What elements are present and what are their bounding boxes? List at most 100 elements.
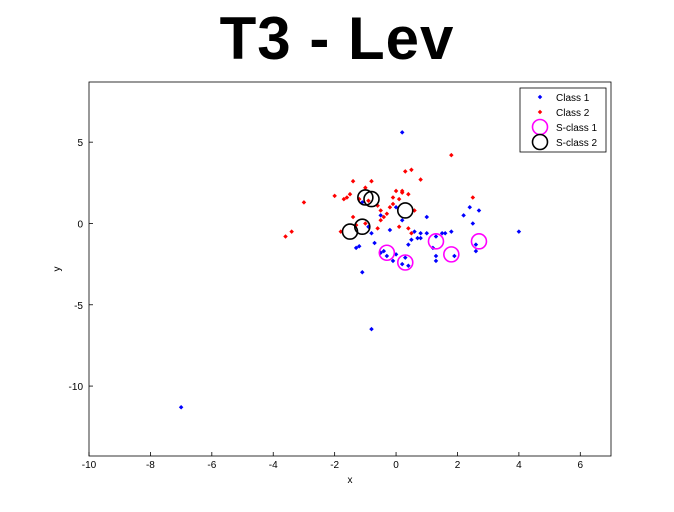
- series-class-1: [178, 130, 522, 410]
- dot-point: [363, 185, 368, 190]
- dot-point: [369, 178, 374, 184]
- dot-point: [424, 214, 430, 220]
- y-tick-label: 5: [77, 138, 83, 149]
- dot-point: [378, 213, 383, 218]
- dot-point: [347, 191, 353, 197]
- dot-point: [363, 221, 368, 226]
- dot-point: [178, 404, 184, 410]
- x-axis-label: x: [348, 475, 353, 486]
- circle-point: [363, 190, 380, 208]
- dot-point: [406, 226, 411, 231]
- legend-label: Class 1: [556, 93, 590, 104]
- dot-point: [409, 167, 414, 173]
- circle-point: [341, 223, 359, 240]
- data-points: [178, 130, 522, 410]
- dot-point: [470, 195, 476, 200]
- dot-point: [516, 229, 522, 234]
- dot-point: [369, 230, 374, 236]
- dot-point: [433, 258, 439, 264]
- circle-point: [470, 233, 488, 250]
- x-tick-label: 2: [455, 460, 461, 471]
- dot-point: [387, 204, 393, 210]
- x-tick-label: -2: [330, 460, 339, 471]
- dot-point: [433, 253, 439, 259]
- series-s-class-2: [341, 189, 414, 240]
- x-tick-label: -6: [207, 460, 216, 471]
- plot-area: [88, 81, 612, 457]
- dot-point: [418, 230, 423, 236]
- legend-marker: [531, 133, 549, 151]
- dot-point: [409, 237, 414, 242]
- y-tick-label: -5: [74, 301, 83, 312]
- x-tick-label: -4: [269, 460, 278, 471]
- circle-point: [427, 233, 445, 250]
- y-tick-label: -10: [69, 382, 84, 393]
- circle-point: [396, 254, 414, 271]
- circle-point: [378, 244, 396, 262]
- dot-point: [476, 208, 482, 213]
- dot-point: [378, 208, 383, 213]
- circle-point: [357, 189, 374, 206]
- series-s-class-1: [378, 233, 488, 271]
- dot-point: [283, 234, 288, 239]
- dot-point: [418, 235, 423, 241]
- series-class-2: [283, 152, 476, 239]
- dot-point: [350, 214, 356, 220]
- legend-label: S-class 1: [556, 123, 598, 134]
- dot-point: [378, 217, 383, 223]
- dot-point: [406, 263, 411, 269]
- dot-point: [396, 196, 402, 202]
- dot-point: [384, 253, 390, 259]
- dot-point: [332, 193, 337, 199]
- dot-point: [399, 261, 405, 267]
- x-tick-label: -8: [146, 460, 155, 471]
- dot-point: [384, 211, 390, 216]
- dot-point: [449, 229, 454, 234]
- chart-title: T3 - Lev: [219, 5, 455, 72]
- dot-point: [403, 255, 408, 260]
- dot-point: [369, 326, 374, 332]
- dot-point: [433, 234, 439, 239]
- dot-point: [418, 177, 423, 182]
- dot-point: [390, 195, 396, 200]
- dot-point: [424, 230, 430, 236]
- dot-point: [399, 217, 405, 223]
- y-tick-label: 0: [77, 219, 83, 230]
- dot-point: [403, 169, 408, 174]
- dot-point: [449, 152, 454, 158]
- x-tick-label: 6: [578, 460, 584, 471]
- dot-point: [390, 258, 396, 264]
- dot-point: [396, 224, 402, 229]
- legend: Class 1 Class 2 S-class 1 S-class 2: [519, 87, 607, 153]
- dot-point: [375, 226, 380, 231]
- x-tick-label: -10: [82, 460, 97, 471]
- dot-point: [381, 214, 387, 220]
- dot-point: [390, 201, 396, 207]
- dot-point: [387, 227, 393, 233]
- dot-point: [442, 230, 448, 236]
- x-tick-label: 4: [516, 460, 522, 471]
- dot-point: [350, 178, 356, 184]
- dot-point: [289, 229, 294, 234]
- dot-point: [372, 240, 377, 246]
- circle-point: [443, 246, 460, 263]
- axes: [88, 81, 612, 457]
- dot-point: [473, 242, 479, 247]
- dot-point: [360, 269, 365, 275]
- dot-point: [366, 198, 371, 203]
- dot-point: [470, 221, 476, 226]
- y-axis-label: y: [52, 267, 63, 272]
- dot-point: [301, 200, 307, 205]
- dot-point: [452, 253, 457, 259]
- x-tick-label: 0: [393, 460, 399, 471]
- dot-point: [381, 248, 387, 254]
- axis-ticks: -10 -8 -6 -4 -2 0 2 4 6 -10 -5 0 5: [69, 138, 584, 471]
- circle-point: [396, 202, 414, 219]
- legend-box: [519, 87, 607, 153]
- dot-point: [393, 188, 399, 194]
- legend-label: Class 2: [556, 108, 590, 119]
- dot-point: [461, 213, 466, 218]
- dot-point: [467, 204, 473, 210]
- dot-point: [406, 242, 411, 247]
